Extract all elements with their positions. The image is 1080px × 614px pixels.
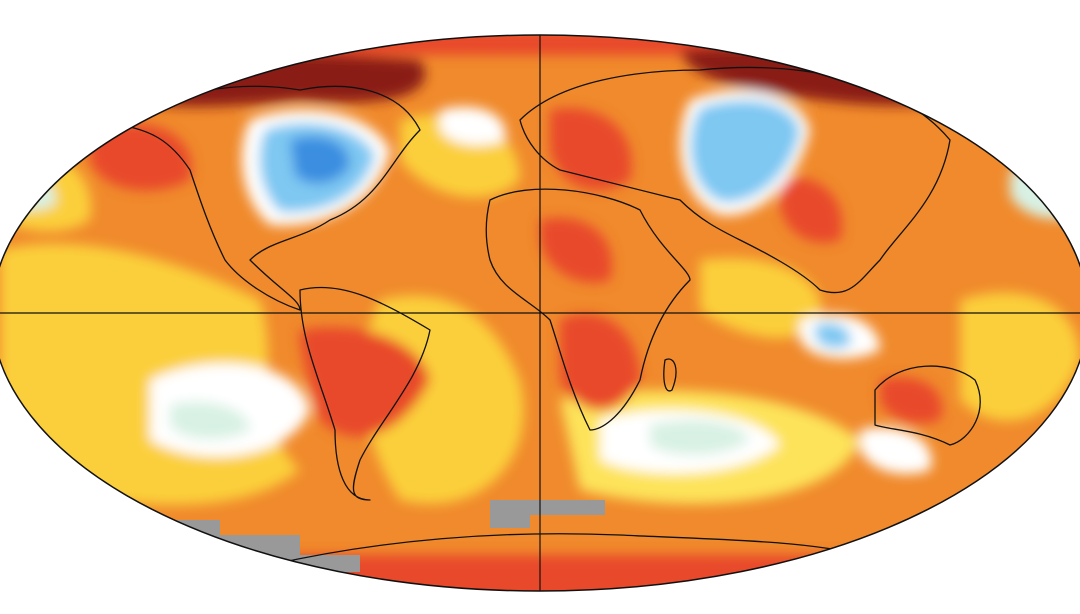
map-body [0,35,1080,591]
coast-north-america [119,85,421,311]
field-yellow [0,148,92,232]
coast-africa [485,188,691,431]
field-red [560,313,640,410]
field-yellow [700,258,822,339]
field-pale-green [0,169,56,211]
coast-australia [874,365,981,446]
field-dark-red [120,52,425,107]
coast-south-america [299,286,431,501]
field-red [300,327,430,437]
map-outline [0,34,1080,592]
field-red [90,123,192,191]
field-red [540,218,612,283]
field-blue [290,136,350,184]
field-white [440,106,506,146]
coastlines [119,66,981,566]
field-red [780,178,842,243]
field-yellow [960,292,1080,421]
field-pale-green [650,420,750,455]
field-red [550,108,632,190]
field-pale-green [170,401,250,440]
field-red [880,377,942,424]
no-data-area [490,500,605,528]
coast-madagascar [663,358,677,392]
field-light-blue [690,100,800,203]
field-light-blue [815,322,851,349]
coast-eurasia [519,66,951,294]
field-white [860,427,932,474]
coast-antarctica [269,533,881,566]
